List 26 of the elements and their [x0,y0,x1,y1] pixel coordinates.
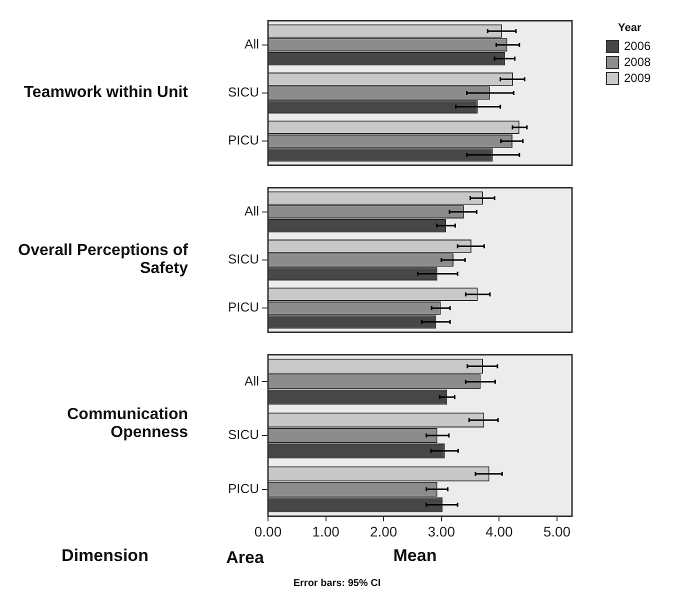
x-tick-label: 2.00 [370,523,398,540]
y-tick-label: SICU [228,252,259,267]
legend-label: 2008 [624,55,651,69]
x-tick-label: 0.00 [254,523,282,540]
y-axis-title: Overall Perceptions of Safety [17,242,188,278]
text: Area [226,548,264,568]
y-tick-label: PICU [228,480,259,496]
y-tick-label: PICU [228,132,259,148]
x-tick-label: 3.00 [428,523,456,540]
y-tick-label: All [244,203,260,218]
legend-label: 2006 [624,39,651,53]
x-tick-label: 1.00 [312,523,340,540]
x-tick-label: 4.00 [486,523,514,540]
x-axis-title: Mean [393,546,437,566]
y-tick-label: All [244,36,260,52]
y-tick-label: All [244,373,260,388]
y-axis-title: Communication Openness [66,406,188,442]
y-tick-label: PICU [228,300,259,315]
text: Dimension [62,546,148,566]
legend-title: Year [618,22,642,34]
legend-label: 2009 [624,71,651,85]
y-tick-label: SICU [228,427,259,442]
text: Error bars: 95% CI [293,578,381,589]
x-tick-label: 5.00 [543,523,571,540]
y-axis-title: Teamwork within Unit [22,84,188,102]
y-tick-label: SICU [228,84,259,100]
